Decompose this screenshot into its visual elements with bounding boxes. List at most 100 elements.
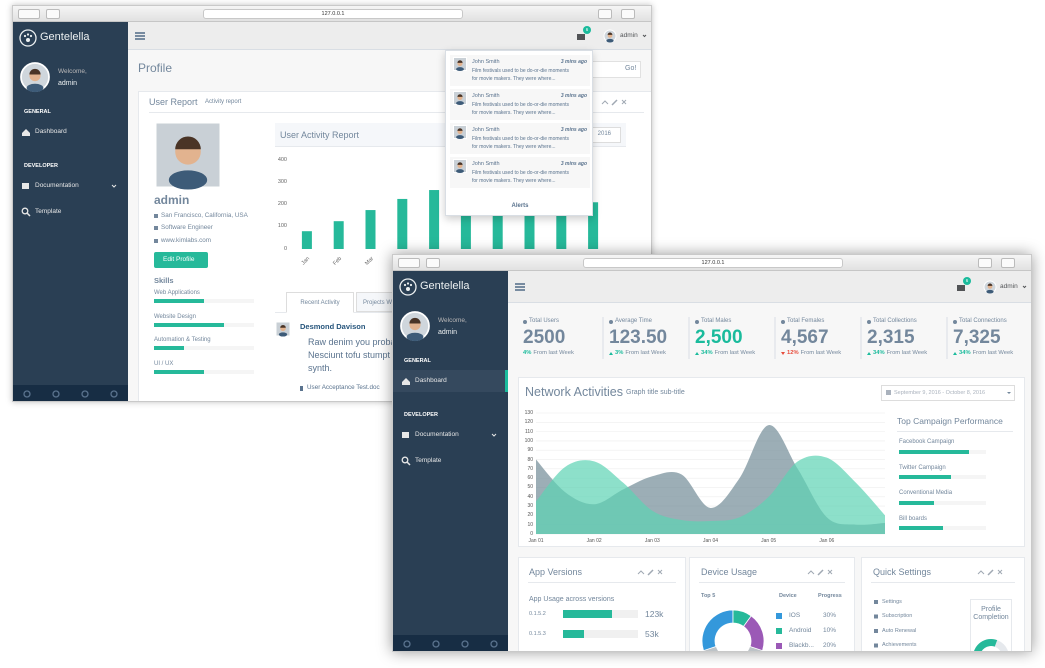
legend-swatch [776,643,782,649]
footer-icon [461,640,469,648]
value-label: 123k [645,608,664,619]
bar [524,201,535,249]
user-name: admin [438,328,458,336]
panel [518,557,686,651]
progress-bar [563,610,612,618]
stat-change: 12% From last Week [781,350,841,357]
date-picker[interactable] [881,385,1015,401]
progress-bar [899,526,943,531]
trend-arrow [609,352,613,355]
address-bar[interactable] [583,258,843,268]
bar [365,210,376,249]
user-menu: admin [620,32,638,40]
change-value: 34% [873,350,885,356]
panel-divider [149,112,644,113]
message-item[interactable] [450,157,590,188]
menu-toggle [135,35,145,37]
back-forward-button[interactable] [18,9,40,19]
search-icon [401,456,409,464]
stat-change: 4% From last Week [523,350,574,357]
sidebar-button[interactable] [426,258,440,268]
caret-icon [1007,392,1011,394]
brand-icon-dot [403,283,407,287]
menu-item: Documentation [35,182,79,190]
y-tick-label: 60 [527,475,533,482]
stat-change: 34% From last Week [953,350,1013,357]
column-header: Progress [818,592,842,599]
menu-section: GENERAL [404,357,431,364]
x-tick-label: Jan 02 [586,538,602,544]
campaign-name: Bill boards [899,515,928,522]
y-tick-label: 0 [283,245,287,252]
avatar [983,280,997,294]
badge-count: 6 [585,27,589,33]
message-time: 3 mins ago [560,93,587,99]
stat-label: Total Users [529,318,560,325]
y-tick-label: 300 [277,178,287,185]
tabs-button[interactable] [1001,258,1015,268]
close-icon [657,569,663,575]
y-tick-label: 130 [524,410,533,416]
value-label: 20% [823,642,837,650]
panel-divider [528,582,676,583]
change-value: 12% [787,350,799,356]
avatar-hair [457,60,463,63]
avatar-body [168,170,208,190]
skill-name: Website Design [154,313,196,320]
value-label: 30% [823,612,837,620]
settings-icon [611,99,618,106]
address-bar[interactable] [203,9,463,19]
stat-label: Total Connections [959,318,1007,325]
sidebar-button[interactable] [46,9,60,19]
message-text: Film festivals used to be do-or-die mome… [472,170,569,176]
panel-title: Device Usage [701,566,758,577]
footer-icon [52,390,60,398]
version-name: 0.1.5.2 [529,610,546,617]
url: 127.0.0.1 [701,259,725,266]
brand-icon-dot [29,34,33,38]
campaign-name: Facebook Campaign [899,439,955,446]
page-title: Profile [138,60,173,75]
change-note: From last Week [800,350,842,356]
stat-icon [523,320,527,324]
mail-icon [957,285,965,291]
welcome: Welcome, [58,68,87,76]
stat-icon [953,320,957,324]
edit-profile-button[interactable] [154,252,208,268]
share-button[interactable] [978,258,992,268]
y-tick-label: 40 [527,493,533,500]
message-text: for movie makers. They were where... [472,76,556,82]
message-item[interactable] [450,89,590,120]
share-button[interactable] [598,9,612,19]
avatar-hair [457,162,463,165]
search-button: Go! [625,65,637,73]
panel-title: User Report [149,96,198,107]
collapse-icon [601,100,609,105]
brand: Gentelella [420,280,470,293]
back-forward-button[interactable] [398,258,420,268]
message-item[interactable] [450,55,590,86]
button-label: Edit Profile [163,256,195,264]
tab-active[interactable] [286,292,354,313]
footer-icon [490,640,498,648]
settings-icon [817,569,824,576]
avatar-body [606,38,614,43]
x-tick-label: Jan 06 [819,538,835,544]
message-item[interactable] [450,123,590,154]
footer-icon [23,390,31,398]
setting-link: Subscription [882,613,913,620]
campaign-name: Conventional Media [899,490,953,497]
message-time: 3 mins ago [560,127,587,133]
tabs-button[interactable] [621,9,635,19]
y-tick-label: 30 [527,503,533,510]
avatar-body [456,67,464,72]
search-icon-handle [26,212,31,217]
progress-bar [154,346,184,350]
settings-icon [647,569,654,576]
avatar [453,125,467,140]
stat-value: 123.50 [609,326,668,348]
column-header: Top 5 [701,592,716,599]
progress-bar [899,500,934,505]
column-header: Device [779,592,797,599]
sidebar-footer [13,385,128,401]
